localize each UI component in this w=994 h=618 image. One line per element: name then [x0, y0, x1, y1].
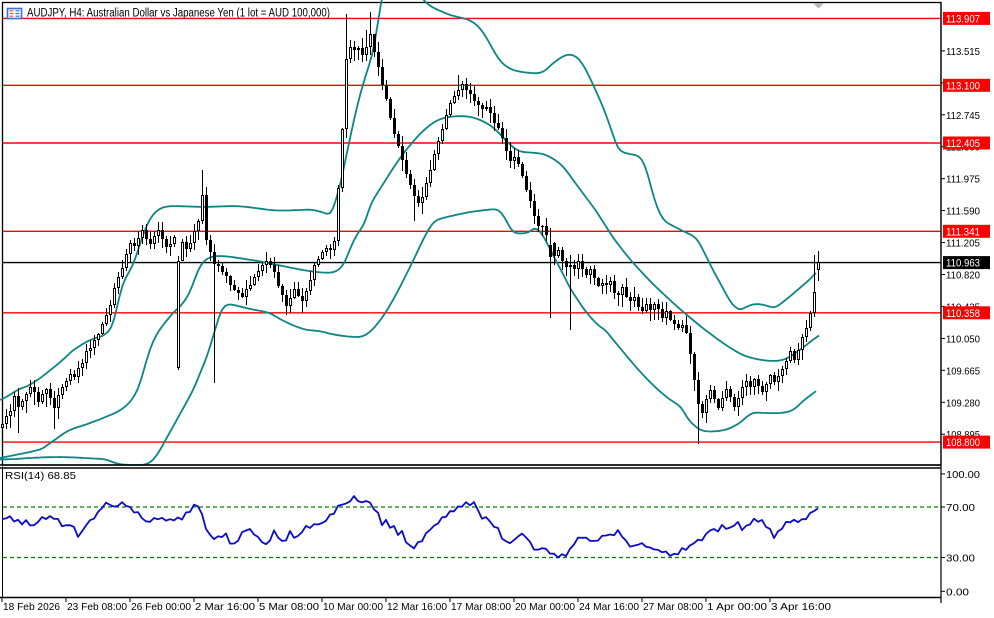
- svg-text:12 Mar 16:00: 12 Mar 16:00: [387, 601, 447, 613]
- svg-text:20 Mar 00:00: 20 Mar 00:00: [515, 601, 575, 613]
- svg-text:113.907: 113.907: [946, 13, 980, 25]
- svg-text:111.975: 111.975: [946, 174, 980, 186]
- svg-text:113.515: 113.515: [946, 46, 980, 58]
- svg-text:111.590: 111.590: [946, 206, 980, 218]
- svg-text:18 Feb 2026: 18 Feb 2026: [3, 601, 60, 613]
- svg-text:0.00: 0.00: [946, 586, 969, 598]
- svg-text:109.665: 109.665: [946, 365, 980, 377]
- svg-text:110.963: 110.963: [946, 258, 980, 270]
- svg-text:5 Mar 08:00: 5 Mar 08:00: [259, 601, 319, 613]
- svg-text:3 Apr 16:00: 3 Apr 16:00: [771, 601, 831, 613]
- svg-text:1 Apr 00:00: 1 Apr 00:00: [707, 601, 767, 613]
- svg-text:30.00: 30.00: [946, 553, 975, 565]
- svg-text:111.205: 111.205: [946, 238, 980, 250]
- svg-text:110.820: 110.820: [946, 270, 980, 282]
- svg-text:26 Feb 00:00: 26 Feb 00:00: [131, 601, 191, 613]
- svg-text:23 Feb 08:00: 23 Feb 08:00: [67, 601, 127, 613]
- svg-text:112.405: 112.405: [946, 138, 980, 150]
- svg-text:10 Mar 00:00: 10 Mar 00:00: [323, 601, 383, 613]
- svg-text:2 Mar 16:00: 2 Mar 16:00: [195, 601, 255, 613]
- svg-text:27 Mar 08:00: 27 Mar 08:00: [643, 601, 703, 613]
- svg-text:113.100: 113.100: [946, 80, 980, 92]
- svg-text:70.00: 70.00: [946, 502, 975, 514]
- svg-text:AUDJPY, H4: Australian Dollar: AUDJPY, H4: Australian Dollar vs Japanes…: [27, 8, 330, 20]
- svg-text:24 Mar 16:00: 24 Mar 16:00: [579, 601, 639, 613]
- svg-text:17 Mar 08:00: 17 Mar 08:00: [451, 601, 511, 613]
- svg-text:100.00: 100.00: [946, 469, 980, 481]
- svg-text:111.341: 111.341: [946, 226, 980, 238]
- svg-text:110.050: 110.050: [946, 333, 980, 345]
- svg-text:110.358: 110.358: [946, 308, 980, 320]
- svg-text:109.280: 109.280: [946, 397, 980, 409]
- svg-text:RSI(14) 68.85: RSI(14) 68.85: [5, 470, 76, 482]
- svg-text:112.745: 112.745: [946, 110, 980, 122]
- svg-text:108.800: 108.800: [946, 437, 980, 449]
